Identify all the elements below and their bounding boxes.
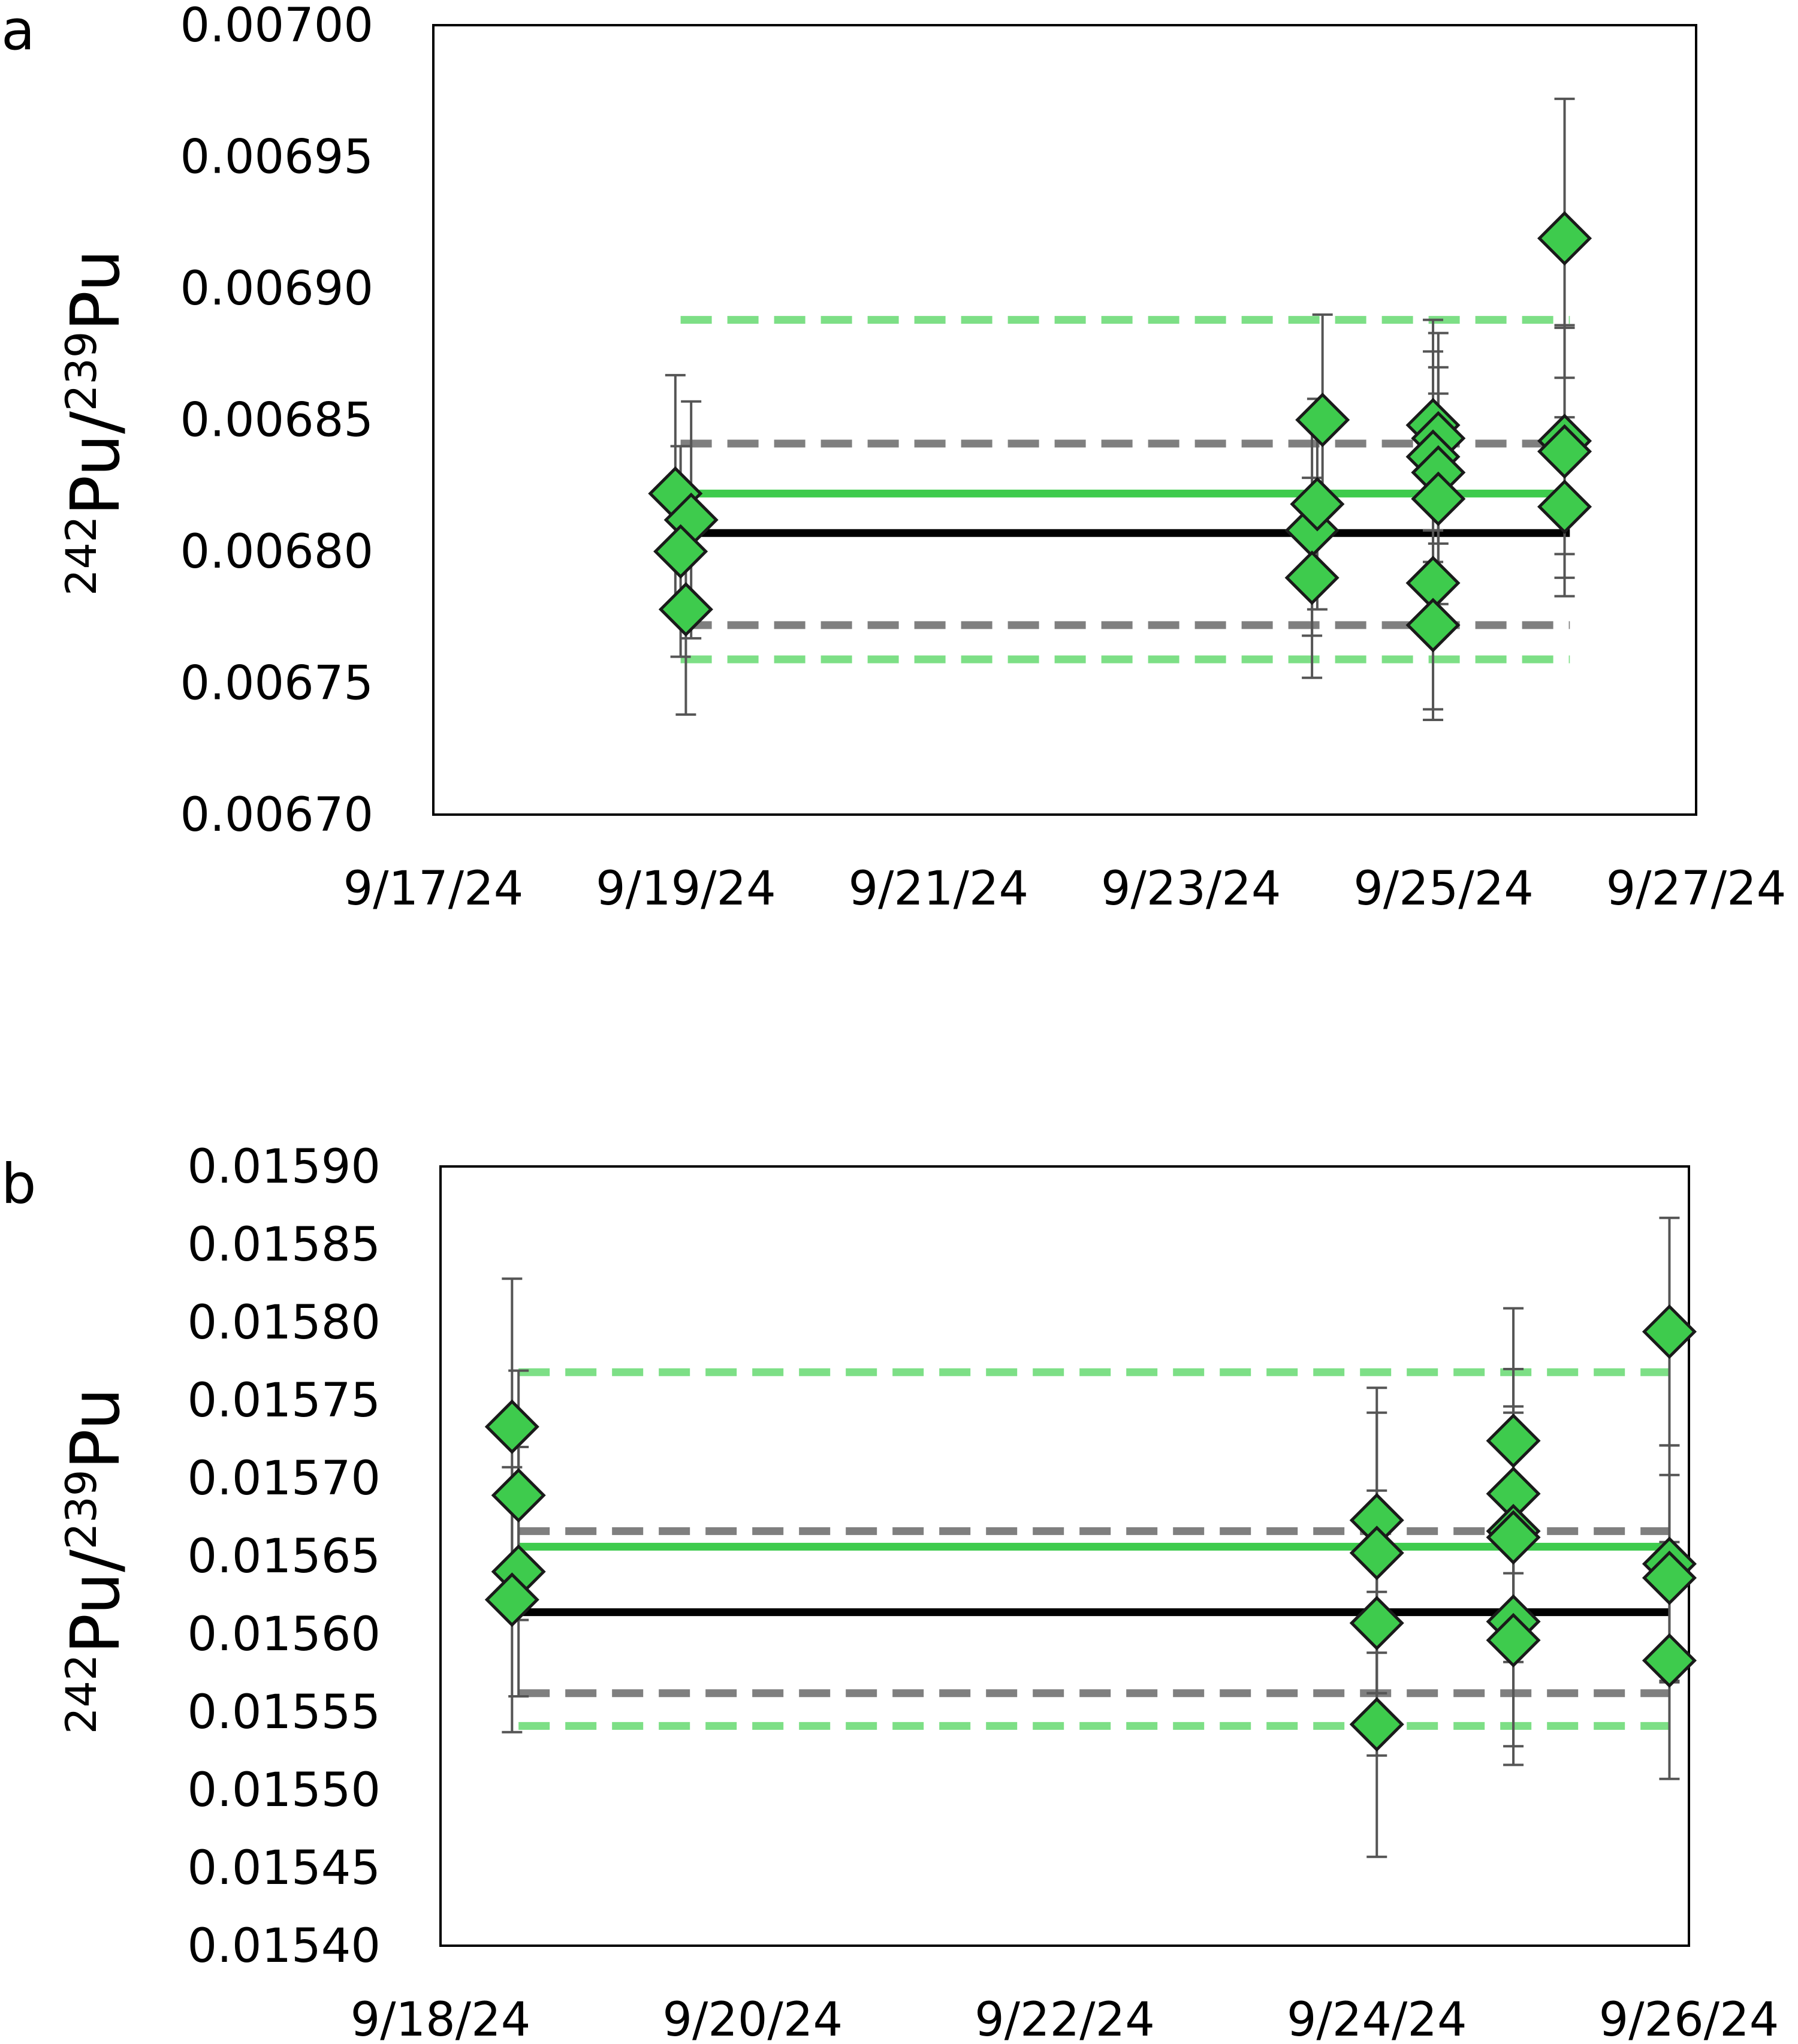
plot-area [432,24,1697,816]
data-point-8 [1486,1413,1541,1469]
x-tick-label-4: 9/26/24 [1599,1993,1779,2044]
data-point-3 [484,1572,539,1627]
panel-a: a 242Pu/239Pu 0.006700.006750.006800.006… [1,0,1786,916]
data-point-7 [1284,550,1340,605]
x-tick-label-1: 9/19/24 [596,862,776,916]
y-axis-label: 242Pu/239Pu [57,1388,135,1734]
x-tick-label-3: 9/23/24 [1101,862,1281,916]
ylabel-separator: / [57,1549,135,1572]
x-tick-label-2: 9/21/24 [848,862,1028,916]
x-tick-label-0: 9/17/24 [343,862,524,916]
ylabel-element-1: Pu [57,1572,135,1654]
x-tick-label-2: 9/22/24 [975,1993,1155,2044]
y-tick-label-10: 0.01590 [187,1140,381,1194]
ylabel-mass-1: 242 [57,515,106,596]
data-point-4 [1295,392,1350,448]
ylabel-separator: / [57,411,135,434]
y-axis-label: 242Pu/239Pu [57,249,135,596]
data-point-7 [1349,1697,1404,1752]
panel-b: b 242Pu/239Pu 0.015400.015450.015500.015… [1,1140,1779,2044]
ylabel-mass-2: 239 [57,331,106,412]
y-tick-label-6: 0.01570 [187,1452,381,1506]
data-point-11 [1486,1510,1541,1565]
y-tick-labels: 0.01540 0.01545 0.01550 0.01555 0.01560 0.015… [187,1140,381,1973]
data-point-14 [1405,598,1461,653]
x-tick-label-5: 9/27/24 [1606,862,1787,916]
panel-label: a [1,0,35,62]
y-tick-label-2: 0.00680 [180,525,373,579]
ylabel-mass-2: 239 [57,1470,106,1550]
data-point-16 [1642,1550,1697,1605]
y-tick-label-3: 0.00685 [180,394,373,448]
data-points [648,211,1592,653]
x-tick-label-3: 9/24/24 [1287,1993,1467,2044]
data-point-5 [1349,1526,1404,1581]
y-tick-label-2: 0.01550 [187,1763,381,1817]
data-point-3 [658,582,713,637]
y-tick-label-8: 0.01580 [187,1296,381,1350]
reference-lines [518,1368,1670,1730]
y-tick-label-5: 0.00695 [180,131,373,185]
data-point-6 [1349,1596,1404,1651]
y-tick-label-7: 0.01575 [187,1374,381,1428]
data-point-1 [491,1468,546,1523]
data-points [484,1304,1697,1752]
x-tick-label-4: 9/25/24 [1353,862,1534,916]
x-tick-labels: 9/18/24 9/20/24 9/22/24 9/24/24 9/26/24 [351,1993,1779,2044]
data-point-0 [484,1399,539,1454]
ylabel-mass-1: 242 [57,1654,106,1734]
data-point-6 [1290,477,1345,532]
ylabel-element-2: Pu [57,249,135,331]
y-tick-label-9: 0.01585 [187,1218,381,1272]
data-point-12 [1411,471,1466,526]
data-point-18 [1537,479,1592,534]
ylabel-element-1: Pu [57,434,135,516]
y-tick-labels: 0.00670 0.00675 0.00680 0.00685 0.00690 0.006… [180,0,373,842]
y-tick-label-4: 0.00690 [180,262,373,316]
y-tick-label-1: 0.00675 [180,657,373,711]
data-point-17 [1537,424,1592,479]
y-tick-label-0: 0.00670 [180,788,373,842]
y-tick-label-6: 0.00700 [180,0,373,53]
data-point-14 [1642,1304,1697,1359]
data-point-15 [1537,211,1592,266]
plot-area [439,1165,1690,1947]
y-tick-label-5: 0.01565 [187,1530,381,1584]
x-tick-label-1: 9/20/24 [662,1993,843,2044]
y-tick-label-4: 0.01560 [187,1608,381,1662]
panel-label: b [1,1152,36,1216]
data-point-13 [1486,1612,1541,1668]
y-tick-label-3: 0.01555 [187,1686,381,1739]
ylabel-element-2: Pu [57,1388,135,1470]
y-tick-label-0: 0.01540 [187,1919,381,1973]
data-point-17 [1642,1633,1697,1688]
y-tick-label-1: 0.01545 [187,1841,381,1895]
x-tick-label-0: 9/18/24 [351,1993,531,2044]
x-tick-labels: 9/17/24 9/19/24 9/21/24 9/23/24 9/25/24 9/27/… [343,862,1787,916]
data-point-2 [653,524,708,579]
